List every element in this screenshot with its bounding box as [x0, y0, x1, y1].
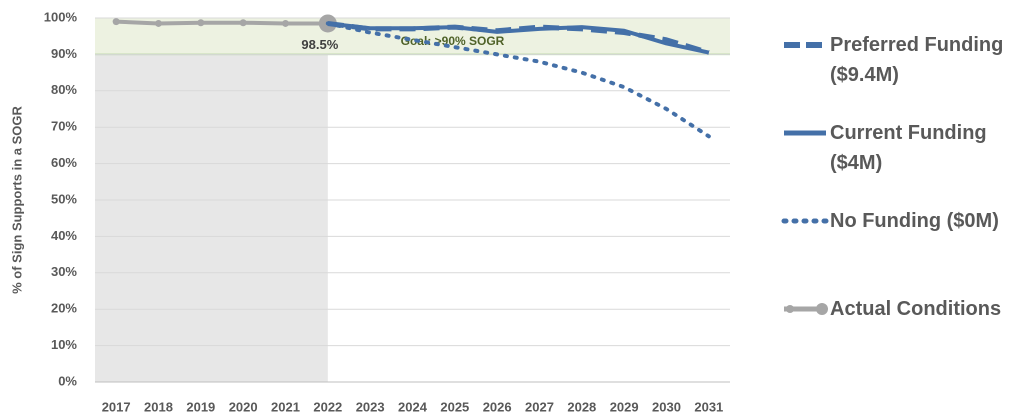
y-tick-label: 80% [51, 82, 77, 97]
x-tick-label: 2020 [229, 399, 258, 414]
y-tick-label: 0% [58, 373, 77, 388]
y-tick-label: 60% [51, 155, 77, 170]
y-tick-label: 70% [51, 119, 77, 134]
legend-label: Preferred Funding ($9.4M) [830, 34, 1004, 86]
series-line [325, 21, 711, 139]
x-tick-label: 2019 [186, 399, 215, 414]
y-tick-label: 50% [51, 191, 77, 206]
y-tick-label: 30% [51, 264, 77, 279]
x-tick-label: 2026 [483, 399, 512, 414]
point [155, 19, 162, 27]
x-tick-label: 2023 [356, 399, 385, 414]
legend-item: No Funding ($0M) [780, 206, 1030, 294]
legend-marker [786, 305, 794, 313]
point [239, 19, 247, 27]
x-tick-label: 2022 [313, 399, 342, 414]
series-line [116, 19, 328, 26]
legend-marker [816, 303, 828, 315]
y-tick-label: 40% [51, 228, 77, 243]
x-tick-label: 2027 [525, 399, 554, 414]
y-axis-label: % of Sign Supports in a SOGR [9, 106, 24, 294]
legend-swatch [784, 130, 826, 136]
actual-region [95, 54, 328, 383]
point [197, 19, 205, 27]
point [112, 18, 120, 26]
x-tick-label: 2018 [144, 399, 173, 414]
legend: Preferred Funding ($9.4M) Current Funding… [780, 30, 1030, 382]
legend-item: Current Funding ($4M) [780, 118, 1030, 206]
legend-label: Actual Conditions [830, 298, 1002, 320]
x-tick-label: 2028 [567, 399, 596, 414]
goal-label: Goal: >90% SOGR [401, 34, 505, 48]
legend-item: Preferred Funding ($9.4M) [780, 30, 1030, 118]
x-tick-label: 2025 [440, 399, 469, 414]
x-tick-label: 2030 [652, 399, 681, 414]
legend-swatch [784, 303, 828, 315]
point [282, 19, 289, 27]
y-tick-label: 100% [44, 9, 78, 24]
y-tick-label: 20% [51, 301, 77, 316]
series-line [327, 21, 710, 55]
y-tick-label: 90% [51, 46, 77, 61]
x-tick-label: 2024 [398, 399, 428, 414]
y-tick-label: 10% [51, 337, 77, 352]
legend-swatch [784, 42, 826, 48]
legend-label: No Funding ($0M) [830, 210, 999, 232]
chart: % of Sign Supports in a SOGR Goal: >90% … [9, 9, 730, 414]
data-label: 98.5% [301, 37, 338, 52]
legend-label: Current Funding ($4M) [830, 122, 987, 174]
x-tick-label: 2021 [271, 399, 300, 414]
legend-swatch [781, 218, 829, 224]
legend-item: Actual Conditions [780, 294, 1030, 382]
x-tick-label: 2031 [694, 399, 723, 414]
x-tick-label: 2029 [610, 399, 639, 414]
x-tick-label: 2017 [102, 399, 131, 414]
